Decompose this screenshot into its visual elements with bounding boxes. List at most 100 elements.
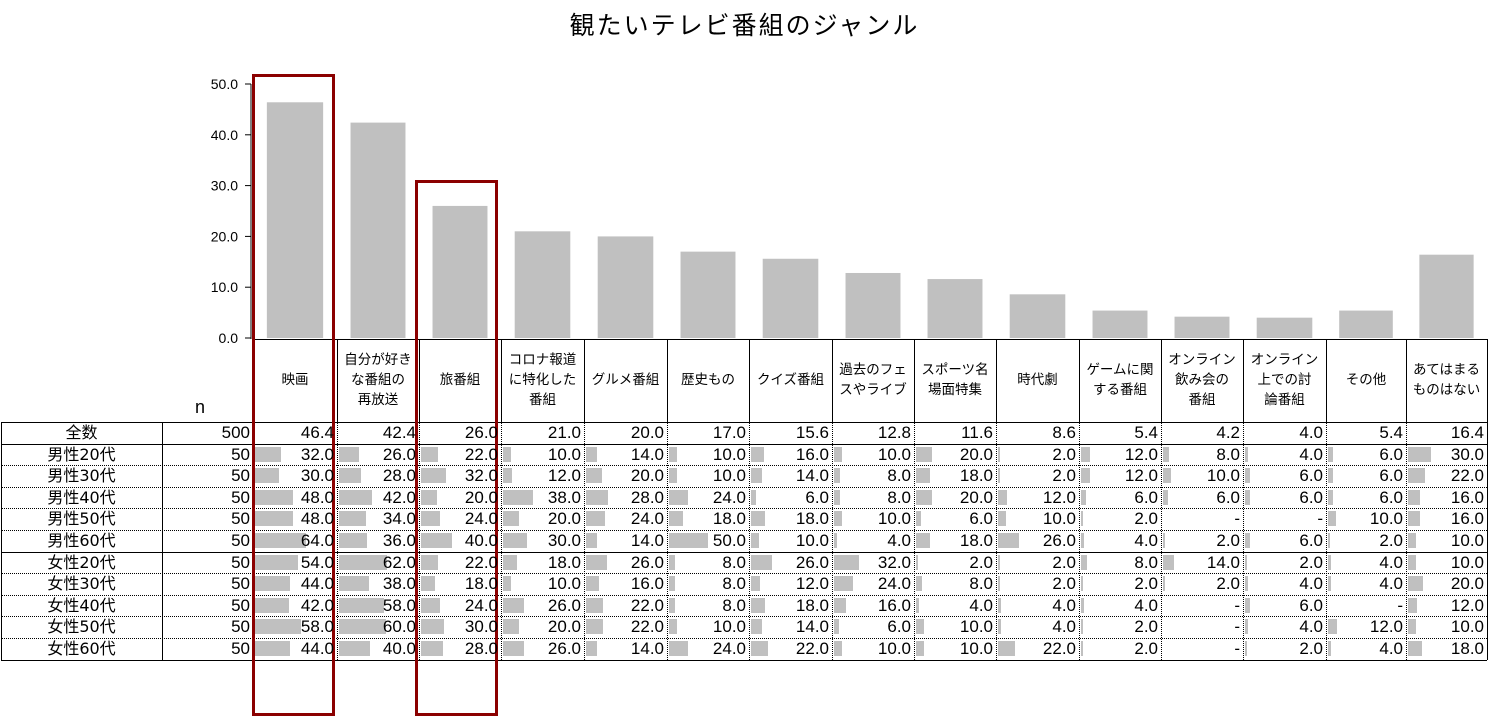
cell-value: 2.0 [1134,617,1158,637]
cell-value: 22.0 [464,444,498,464]
data-bar [1245,489,1250,505]
table-cell: 30.0 [419,616,501,638]
data-bar [1245,533,1250,548]
bar [1009,294,1066,338]
table-cell: 22.0 [749,638,832,660]
cell-value: 10.0 [547,444,581,464]
table-cell: 20.0 [584,422,667,444]
row-label: 女性50代 [47,617,116,637]
bar [845,272,901,338]
cell-value: 26.0 [547,639,581,658]
data-bar [916,619,924,635]
data-bar [421,641,443,656]
cell-value: 38.0 [547,487,581,507]
data-bar [1163,576,1165,592]
table-cell: 14.0 [584,530,667,552]
category-label-line: クイズ番組 [756,372,825,388]
cell-value: 6.0 [1299,466,1323,486]
category-label: グルメ番組 [584,339,667,421]
table-cell: 14.0 [1161,552,1243,574]
cell-value: 20.0 [464,487,498,507]
table-cell: 4.0 [1243,573,1326,595]
grid-line [584,339,585,422]
data-bar [339,468,361,484]
cell-value: 10.0 [959,617,993,637]
cell-value: 16.0 [1450,487,1484,507]
cell-value: 42.4 [382,423,416,442]
n-column-label: n [195,397,206,417]
data-bar [1328,468,1333,484]
table-cell: 6.0 [1243,530,1326,552]
category-label: 映画 [253,339,337,421]
cell-value: 12.0 [547,466,581,486]
y-tick-label: 40.0 [211,127,238,143]
table-cell: 16.0 [1406,487,1487,509]
data-bar [586,533,598,548]
cell-value: 46.4 [300,423,334,442]
cell-value: 24.0 [712,639,746,658]
cell-value: 8.6 [1052,423,1076,442]
table-cell: 32.0 [419,465,501,487]
category-label-line: 論番組 [1264,392,1305,408]
cell-value: 6.0 [969,509,993,529]
cell-value: 50.0 [712,531,746,550]
data-bar [503,641,524,656]
table-cell: 2.0 [1243,552,1326,574]
table-cell: 42.0 [337,487,419,509]
table-cell: 8.0 [832,465,914,487]
data-bar [669,511,684,527]
table-cell: 16.0 [749,444,832,466]
cell-value: 64.0 [300,531,334,550]
cell-value: 10.0 [1450,552,1484,572]
cell-value: 6.0 [1216,487,1240,507]
category-label: 自分が好き な番組の 再放送 [337,339,419,421]
data-bar [751,554,772,570]
cell-value: 10.0 [795,531,829,550]
cell-value: 32.0 [300,444,334,464]
cell-value: 6.0 [1379,466,1403,486]
data-bar [1081,489,1086,505]
data-bar [998,446,1000,462]
bar [432,205,488,338]
cell-value: 54.0 [300,552,334,572]
data-bar [834,468,841,484]
data-bar [751,468,763,484]
cell-value: 17.0 [712,423,746,442]
cell-value: 8.0 [969,574,993,594]
grid-line [832,422,833,660]
data-bar [421,576,436,592]
data-bar [834,619,839,635]
grid-line [1,443,1487,445]
table-cell: 48.0 [253,487,337,509]
data-bar [834,576,853,592]
table-cell: 5.4 [1326,422,1406,444]
cell-value: 12.8 [877,423,911,442]
table-cell: 18.0 [667,508,749,530]
cell-value: 30.0 [1450,444,1484,464]
table-cell: 44.0 [253,573,337,595]
grid-line [584,422,585,660]
table-cell: 8.0 [832,487,914,509]
row-n: 50 [231,595,250,615]
cell-value: 38.0 [382,574,416,594]
grid-line [1406,339,1407,422]
table-cell: 60.0 [337,616,419,638]
cell-value: - [1234,639,1240,658]
data-bar [916,576,923,592]
grid-line [162,422,163,660]
data-bar [998,576,1000,592]
table-cell: 4.0 [1243,444,1326,466]
cell-value: - [1234,509,1240,529]
data-bar [998,511,1006,527]
table-cell: 4.0 [1326,573,1406,595]
data-bar [916,511,921,527]
data-bar [751,489,756,505]
category-label-line: 過去のフェ [839,362,907,378]
data-bar [1328,511,1336,527]
category-label-line: 歴史もの [681,372,735,388]
cell-value: 20.0 [1450,574,1484,594]
cell-value: 10.0 [1206,466,1240,486]
data-bar [916,446,932,462]
cell-value: - [1234,595,1240,615]
cell-value: 2.0 [1216,531,1240,550]
